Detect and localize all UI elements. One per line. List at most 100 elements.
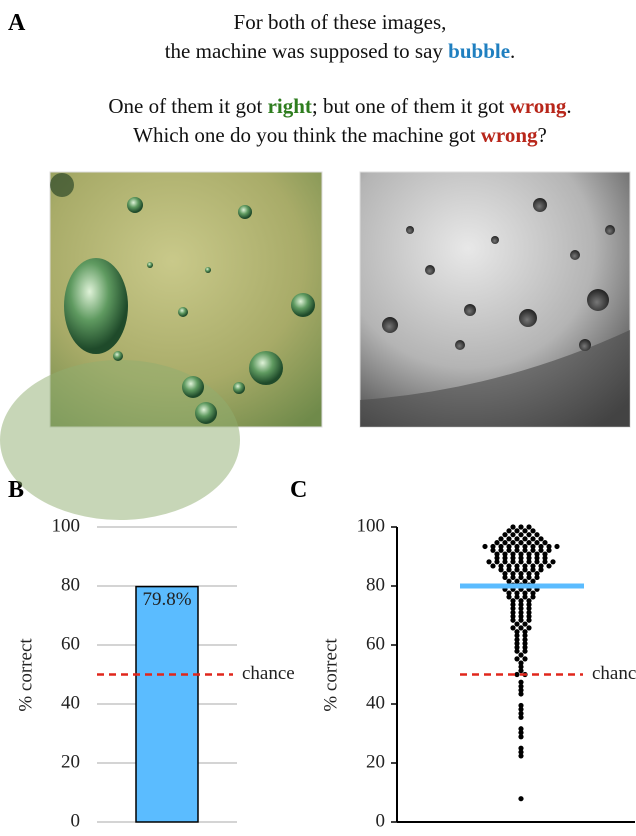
y-axis-label: % correct (15, 638, 36, 712)
data-point (494, 559, 500, 565)
left-image (0, 171, 323, 520)
data-point (526, 609, 532, 616)
data-point (550, 559, 556, 565)
emphasis: wrong (510, 94, 567, 118)
data-point (526, 571, 532, 577)
data-point (542, 540, 548, 546)
data-point (518, 613, 524, 619)
data-point (542, 551, 548, 557)
data-point (518, 601, 524, 608)
data-point (510, 574, 516, 581)
data-point (518, 668, 524, 674)
prompt-text: the machine was supposed to say (165, 39, 448, 63)
data-point (514, 543, 520, 550)
data-point (514, 621, 520, 627)
data-point (518, 796, 524, 802)
data-point (506, 590, 512, 596)
data-point (502, 532, 508, 538)
data-point (522, 536, 528, 542)
data-point (518, 683, 524, 689)
data-point (526, 540, 532, 546)
data-point (530, 563, 536, 569)
data-point (514, 578, 520, 584)
data-point (534, 571, 540, 577)
data-point (514, 656, 520, 662)
y-tick-label: 40 (61, 692, 80, 713)
y-tick-label: 0 (71, 810, 81, 831)
data-point (502, 555, 508, 561)
emphasis: wrong (481, 123, 538, 147)
data-point (522, 629, 528, 635)
data-point (514, 563, 520, 569)
prompt-line: For both of these images, (234, 10, 447, 34)
data-point (554, 543, 560, 550)
data-point (510, 601, 516, 608)
prompt-text: For both of these images, (234, 10, 447, 34)
data-point (518, 679, 524, 685)
data-point (538, 536, 544, 542)
data-point (522, 648, 528, 654)
data-point (522, 543, 528, 550)
data-point (514, 637, 520, 643)
data-point (514, 629, 520, 635)
data-point (510, 625, 516, 631)
data-point (518, 687, 524, 693)
data-point (514, 590, 520, 596)
data-point (510, 613, 516, 619)
data-point (502, 574, 508, 581)
data-point (530, 578, 536, 584)
data-point (510, 609, 516, 616)
prompt-line: Which one do you think the machine got w… (133, 123, 547, 147)
data-point (514, 648, 520, 654)
data-point (518, 710, 524, 717)
chance-label: chance (592, 663, 636, 684)
data-point (518, 574, 524, 581)
data-point (514, 528, 520, 534)
data-point (518, 551, 524, 557)
data-point (510, 598, 516, 604)
data-point (522, 656, 528, 662)
data-point (530, 594, 536, 600)
data-point (518, 625, 524, 631)
data-point (526, 551, 532, 557)
value-label: 79.8% (142, 589, 191, 610)
data-point (514, 640, 520, 647)
data-point (534, 532, 540, 538)
data-point (522, 621, 528, 627)
data-point (522, 590, 528, 596)
data-point (494, 551, 500, 557)
data-point (510, 532, 516, 538)
data-point (530, 567, 536, 573)
data-point (510, 551, 516, 557)
data-point (534, 555, 540, 561)
data-point (518, 745, 524, 751)
data-point (546, 563, 552, 569)
y-tick-label: 20 (366, 751, 385, 772)
data-point (506, 547, 512, 553)
data-point (546, 543, 552, 550)
data-point (502, 540, 508, 546)
data-point (518, 753, 524, 759)
chance-label: chance (242, 663, 295, 684)
data-point (522, 644, 528, 650)
data-point (522, 528, 528, 534)
data-point (538, 563, 544, 569)
y-tick-label: 60 (61, 633, 80, 654)
data-point (494, 540, 500, 546)
data-point (482, 543, 488, 550)
data-point (530, 543, 536, 550)
prompt-text: ; but one of them it got (312, 94, 510, 118)
prompt-text: Which one do you think the machine got (133, 123, 481, 147)
data-point (518, 609, 524, 616)
data-point (526, 574, 532, 581)
data-point (526, 617, 532, 623)
data-point (518, 734, 524, 740)
right-image (359, 171, 631, 428)
data-point (498, 543, 504, 550)
data-point (538, 543, 544, 550)
data-point (510, 605, 516, 612)
data-point (510, 555, 516, 561)
data-point (514, 536, 520, 542)
data-point (518, 540, 524, 546)
data-point (518, 691, 524, 697)
